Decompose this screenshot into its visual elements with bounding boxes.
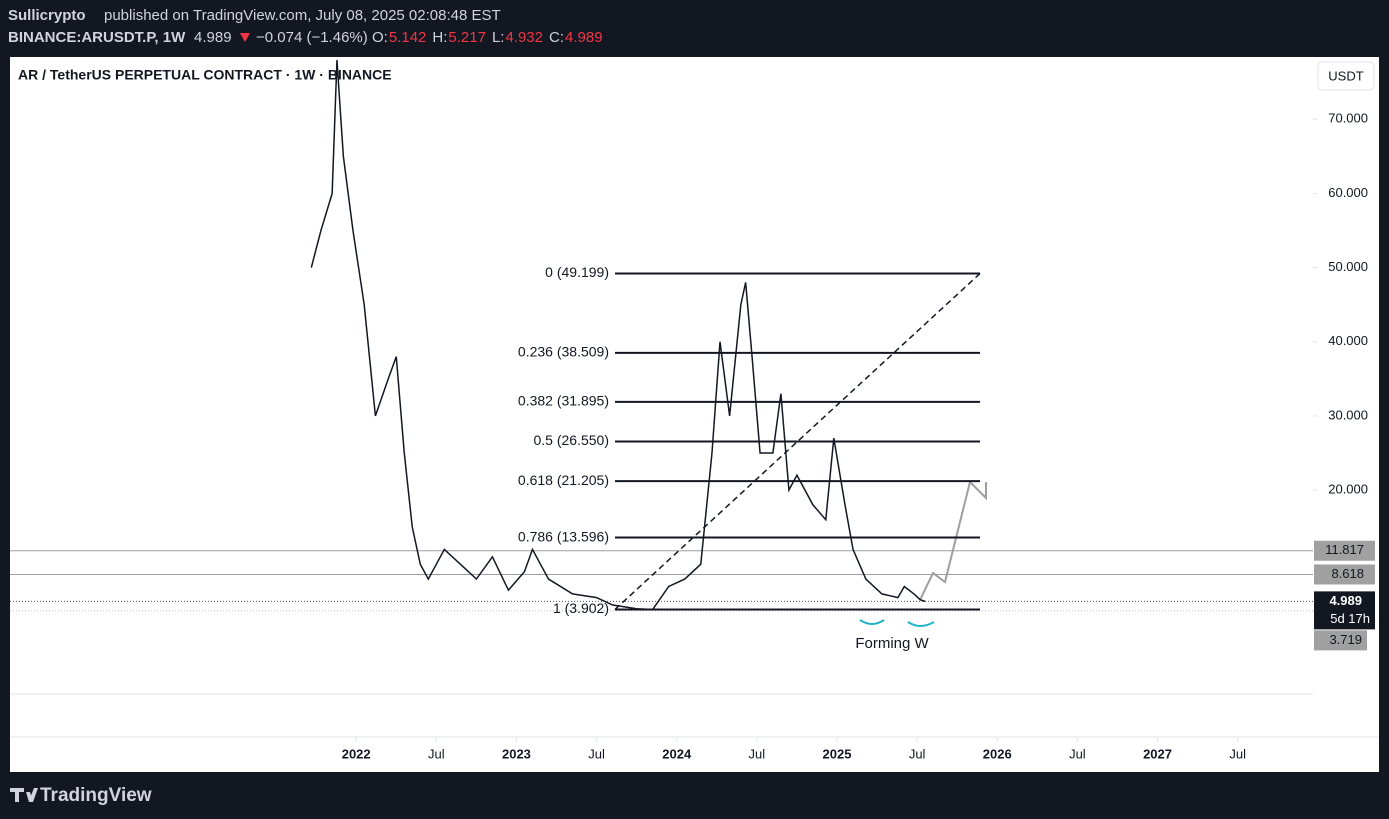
x-tick-label: 2025 [823,746,852,761]
last-tag: 4.989 [1329,593,1362,608]
fib-label: 0.5 (26.550) [534,432,610,448]
change: −0.074 (−1.46%) [256,29,368,46]
published: published on TradingView.com, July 08, 2… [104,7,501,24]
x-tick-label: 2022 [342,746,371,761]
fib-label: 0.382 (31.895) [518,393,609,409]
last: 4.989 [194,29,232,46]
ohlc-label: O: [372,29,388,46]
low-tag: 3.719 [1329,632,1362,647]
y-tick-label: 50.000 [1328,259,1368,274]
ohlc-value: 4.989 [565,29,603,46]
ohlc-value: 5.142 [389,29,427,46]
w-bottoms [859,619,935,627]
currency-button[interactable] [1317,61,1375,91]
x-tick-label: 2023 [502,746,531,761]
countdown: 5d 17h [1330,611,1370,626]
y-tick-label: 30.000 [1328,407,1368,422]
fib-label: 1 (3.902) [553,600,609,616]
price-series [310,59,926,611]
x-tick-label: 2027 [1143,746,1172,761]
low-tag-bg [1314,630,1367,651]
y-tick-label: 60.000 [1328,185,1368,200]
x-tick-label: Jul [1069,746,1086,761]
y-tick-label: 70.000 [1328,111,1368,126]
projection-arrow [919,480,987,601]
ohlc-label: L: [492,29,505,46]
ohlc-label: C: [549,29,564,46]
brand: TradingView [40,785,152,806]
price-tag-bg [1314,564,1375,585]
x-tick-label: 2026 [983,746,1012,761]
fib-label: 0 (49.199) [545,264,609,280]
y-tick-label: 20.000 [1328,482,1368,497]
fib-label: 0.618 (21.205) [518,472,609,488]
annotation: Forming W [855,635,929,652]
fib-label: 0.236 (38.509) [518,344,609,360]
y-tick-label: 40.000 [1328,333,1368,348]
logo [10,788,38,802]
x-tick-label: Jul [909,746,926,761]
currency[interactable]: USDT [1328,68,1363,83]
price-tag: 11.817 [1325,542,1364,557]
fib-label: 0.786 (13.596) [518,528,609,544]
price-tag-bg [1314,540,1375,561]
price-tag: 8.618 [1331,566,1364,581]
ohlc-label: H: [432,29,447,46]
down-icon [240,33,250,42]
x-tick-label: 2024 [662,746,692,761]
symbol: BINANCE:ARUSDT.P, 1W [8,29,186,46]
x-tick-label: Jul [588,746,605,761]
x-tick-label: Jul [1229,746,1246,761]
ohlc-value: 4.932 [505,29,543,46]
x-tick-label: Jul [428,746,445,761]
chart-area [10,57,1379,772]
fib-diagonal [614,272,981,610]
author[interactable]: Sullicrypto [8,7,86,24]
ohlc-value: 5.217 [448,29,486,46]
x-tick-label: Jul [749,746,766,761]
chart-title: AR / TetherUS PERPETUAL CONTRACT · 1W · … [18,67,392,83]
ohlc: O: 5.142 H: 5.217 L: 4.932 C: 4.989 [372,29,603,46]
last-tag-bg [1314,591,1375,630]
